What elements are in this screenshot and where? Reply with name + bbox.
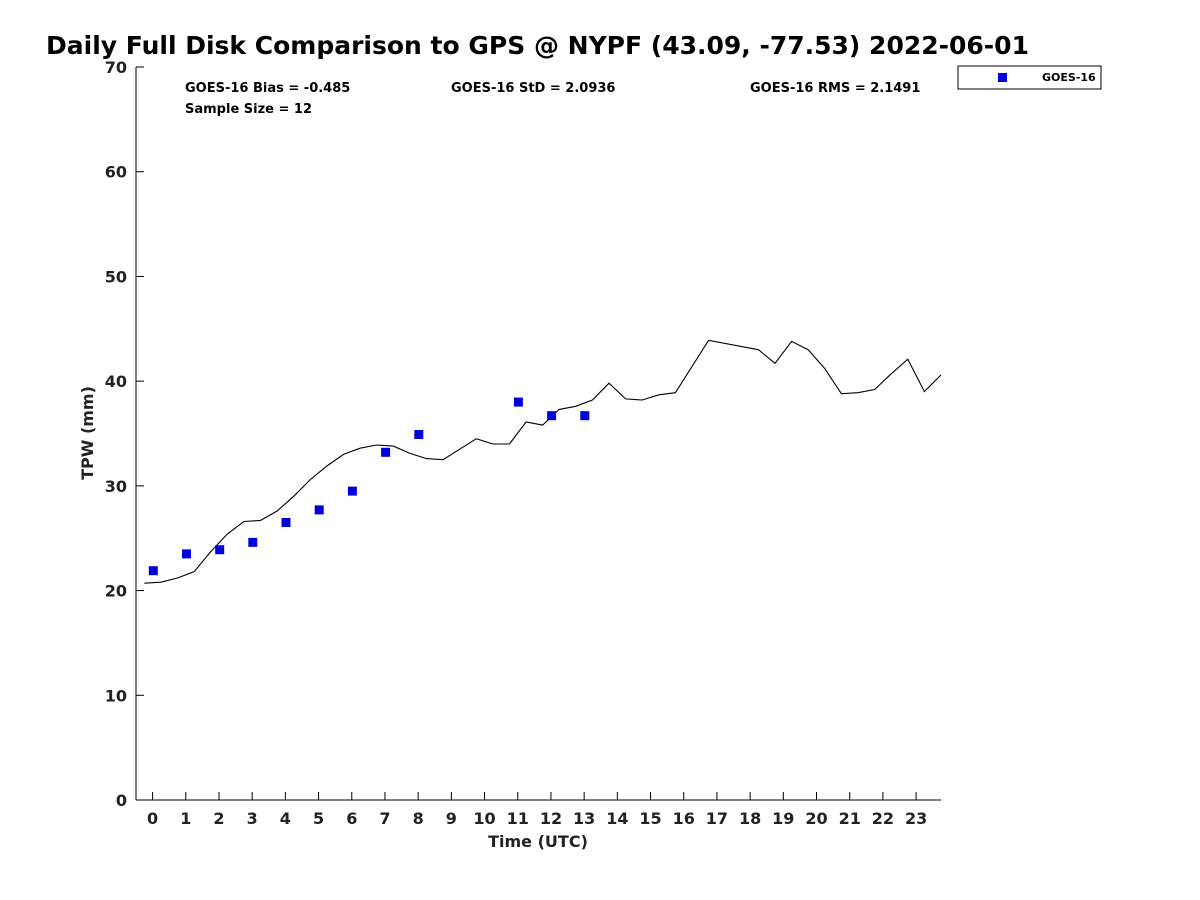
x-tick-label: 20 <box>805 809 827 828</box>
goes16-point <box>182 549 191 559</box>
goes16-point <box>414 430 424 439</box>
x-tick-label: 2 <box>213 809 224 828</box>
legend-label-goes16: GOES-16 <box>1042 71 1096 84</box>
y-tick-label: 10 <box>105 686 127 705</box>
goes16-point <box>248 537 258 547</box>
x-tick-label: 4 <box>280 809 291 828</box>
x-tick-label: 7 <box>379 809 390 828</box>
goes16-point <box>381 447 391 457</box>
x-axis-ticks: 0 1 2 3 4 5 6 7 8 9 10 11 12 13 14 15 16 17 18 19 20 21 22 23 <box>147 792 927 828</box>
x-tick-label: 22 <box>872 809 894 828</box>
y-tick-label: 0 <box>116 791 127 810</box>
y-tick-label: 30 <box>105 477 127 496</box>
y-tick-label: 50 <box>105 267 127 286</box>
x-tick-label: 17 <box>706 809 728 828</box>
bias-stat: GOES-16 Bias = -0.485 <box>185 81 350 96</box>
x-tick-label: 11 <box>507 809 529 828</box>
goes16-point <box>347 486 357 496</box>
sample-size-stat: Sample Size = 12 <box>185 102 312 117</box>
goes16-point <box>547 411 557 421</box>
goes16-point <box>148 566 158 576</box>
x-axis-label: Time (UTC) <box>488 832 588 851</box>
x-tick-label: 14 <box>606 809 628 828</box>
x-tick-label: 0 <box>147 809 158 828</box>
gps-line-layer <box>144 339 942 584</box>
std-stat: GOES-16 StD = 2.0936 <box>451 81 615 96</box>
x-tick-label: 15 <box>639 809 661 828</box>
x-tick-label: 13 <box>573 809 595 828</box>
x-tick-label: 10 <box>473 809 495 828</box>
legend-box <box>957 65 1102 90</box>
chart-title: Daily Full Disk Comparison to GPS @ NYPF… <box>46 31 1029 60</box>
goes16-point <box>513 397 523 407</box>
x-tick-label: 23 <box>905 809 927 828</box>
rms-stat: GOES-16 RMS = 2.1491 <box>750 81 920 96</box>
gps-tpw-line <box>144 339 942 584</box>
x-tick-label: 3 <box>247 809 258 828</box>
x-tick-label: 8 <box>413 809 424 828</box>
y-tick-label: 40 <box>105 372 127 391</box>
x-tick-label: 9 <box>446 809 457 828</box>
goes16-point <box>281 518 291 527</box>
x-tick-label: 21 <box>839 809 861 828</box>
goes16-points-layer <box>148 397 590 576</box>
goes16-point <box>215 545 225 555</box>
x-tick-label: 19 <box>772 809 794 828</box>
y-tick-label: 60 <box>105 163 127 182</box>
x-tick-label: 1 <box>180 809 191 828</box>
x-tick-label: 6 <box>346 809 357 828</box>
x-tick-label: 16 <box>673 809 695 828</box>
y-tick-label: 20 <box>105 582 127 601</box>
legend: GOES-16 <box>957 65 1102 90</box>
goes16-point <box>580 411 590 421</box>
x-tick-label: 12 <box>540 809 562 828</box>
y-axis-label: TPW (mm) <box>78 386 97 480</box>
y-axis-ticks: 0 10 20 30 40 50 60 70 <box>105 58 144 810</box>
goes16-point <box>314 505 324 515</box>
x-tick-label: 18 <box>739 809 761 828</box>
x-tick-label: 5 <box>313 809 324 828</box>
y-tick-label: 70 <box>105 58 127 77</box>
legend-marker-goes16 <box>998 73 1007 82</box>
